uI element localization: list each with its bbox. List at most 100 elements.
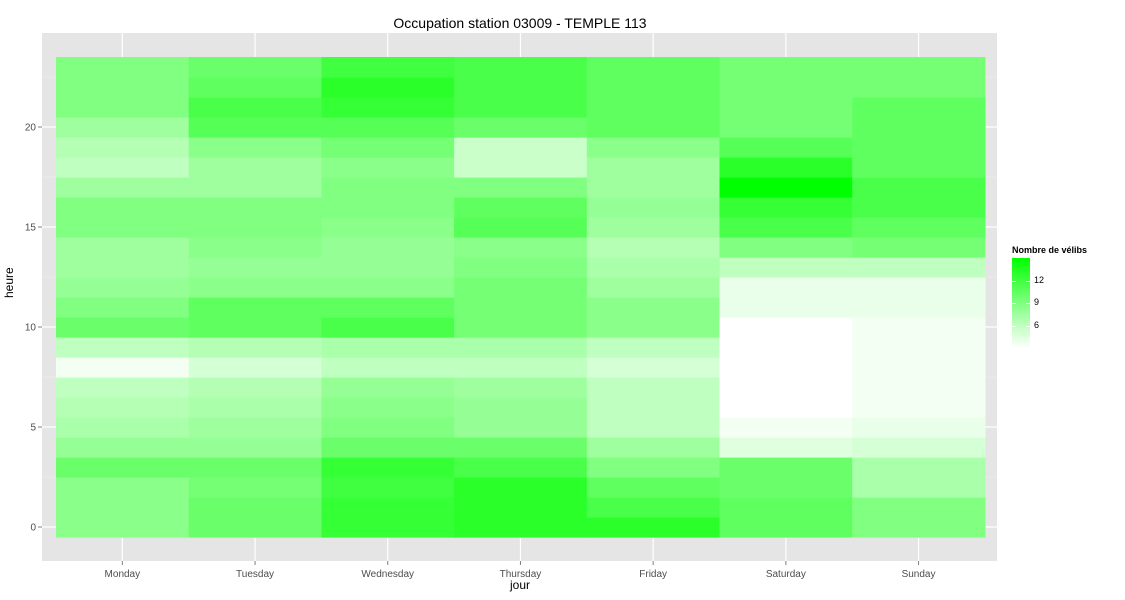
heatmap-cell	[454, 57, 588, 78]
heatmap-cell	[321, 197, 455, 218]
heatmap-cell	[321, 357, 455, 378]
heatmap-cell	[188, 457, 322, 478]
heatmap-cell	[852, 197, 986, 218]
heatmap-cell	[188, 257, 322, 278]
heatmap-cell	[454, 97, 588, 118]
heatmap-cell	[321, 157, 455, 178]
heatmap-cell	[719, 97, 853, 118]
legend-tick-mark	[1026, 303, 1030, 304]
heatmap-cell	[852, 377, 986, 398]
heatmap-cell	[586, 497, 721, 518]
heatmap-cell	[454, 217, 588, 238]
heatmap-cell	[586, 257, 721, 278]
heatmap-cell	[719, 57, 853, 78]
heatmap-cell	[454, 277, 588, 298]
heatmap-cell	[719, 377, 853, 398]
heatmap-cell	[719, 437, 853, 458]
heatmap-cell	[454, 237, 588, 258]
heatmap-cell	[719, 197, 853, 218]
heatmap-cell	[56, 497, 190, 518]
heatmap-cell	[852, 237, 986, 258]
heatmap-cell	[188, 57, 322, 78]
x-tick-label: Sunday	[902, 569, 936, 580]
heatmap-cell	[586, 517, 721, 538]
heatmap-cell	[586, 437, 721, 458]
legend-tick-mark	[1026, 325, 1030, 327]
heatmap-cell	[56, 117, 190, 138]
heatmap-cell	[188, 117, 322, 138]
heatmap-cell	[586, 337, 721, 358]
heatmap-cell	[188, 397, 322, 418]
heatmap-cell	[56, 397, 190, 418]
heatmap-cell	[719, 497, 853, 518]
heatmap-cell	[586, 377, 721, 398]
heatmap-cell	[56, 257, 190, 278]
heatmap-cell	[719, 157, 853, 178]
heatmap-cell	[188, 317, 322, 338]
y-tick-label: 15	[25, 223, 37, 234]
heatmap-cell	[56, 157, 190, 178]
heatmap-cell	[852, 477, 986, 498]
heatmap-cell	[586, 297, 721, 318]
heatmap-cell	[188, 137, 322, 158]
heatmap-cell	[454, 137, 588, 158]
heatmap-cell	[188, 417, 322, 438]
heatmap-cell	[719, 237, 853, 258]
heatmap-cell	[586, 457, 721, 478]
heatmap-cell	[586, 397, 721, 418]
heatmap-cell	[56, 77, 190, 98]
legend-tick-mark	[1026, 280, 1030, 282]
heatmap-cell	[188, 97, 322, 118]
heatmap-cell	[719, 357, 853, 378]
x-axis-title: jour	[509, 578, 530, 592]
heatmap-cell	[321, 297, 455, 318]
x-tick-label: Wednesday	[361, 569, 414, 580]
heatmap-cell	[586, 117, 721, 138]
heatmap-cell	[188, 157, 322, 178]
heatmap-cell	[188, 477, 322, 498]
heatmap-cell	[188, 357, 322, 378]
heatmap-cell	[852, 177, 986, 198]
heatmap-cell	[852, 117, 986, 138]
legend-tick-label: 9	[1034, 297, 1040, 307]
heatmap-cell	[56, 177, 190, 198]
heatmap-cell	[454, 197, 588, 218]
heatmap-cell	[321, 77, 455, 98]
heatmap-cell	[719, 177, 853, 198]
heatmap-cell	[719, 477, 853, 498]
heatmap-cell	[56, 437, 190, 458]
heatmap-cell	[454, 337, 588, 358]
heatmap-cell	[321, 217, 455, 238]
heatmap-cell	[188, 197, 322, 218]
heatmap-cell	[719, 117, 853, 138]
heatmap-cell	[454, 177, 588, 198]
heatmap-cell	[852, 317, 986, 338]
heatmap-cell	[321, 277, 455, 298]
heatmap-cell	[586, 477, 721, 498]
heatmap-cell	[852, 357, 986, 378]
heatmap-cell	[852, 277, 986, 298]
heatmap-cell	[454, 377, 588, 398]
legend-color-bar	[1012, 258, 1030, 348]
legend-title: Nombre de vélibs	[1012, 245, 1088, 255]
x-tick-label: Tuesday	[236, 569, 274, 580]
heatmap-cell	[719, 277, 853, 298]
heatmap-cell	[56, 237, 190, 258]
heatmap-cell	[56, 457, 190, 478]
heatmap-cell	[586, 77, 721, 98]
heatmap-cell	[188, 237, 322, 258]
heatmap-cell	[454, 297, 588, 318]
heatmap-cell	[56, 417, 190, 438]
heatmap-cell	[56, 357, 190, 378]
y-tick-label: 20	[25, 123, 37, 134]
heatmap-cell	[454, 477, 588, 498]
heatmap-cell	[719, 397, 853, 418]
x-tick-label: Monday	[105, 569, 141, 580]
heatmap-cell	[852, 297, 986, 318]
heatmap-cell	[454, 497, 588, 518]
heatmap-cell	[188, 437, 322, 458]
heatmap-cell	[188, 217, 322, 238]
legend-tick-label: 6	[1034, 319, 1040, 330]
heatmap-cell	[321, 97, 455, 118]
